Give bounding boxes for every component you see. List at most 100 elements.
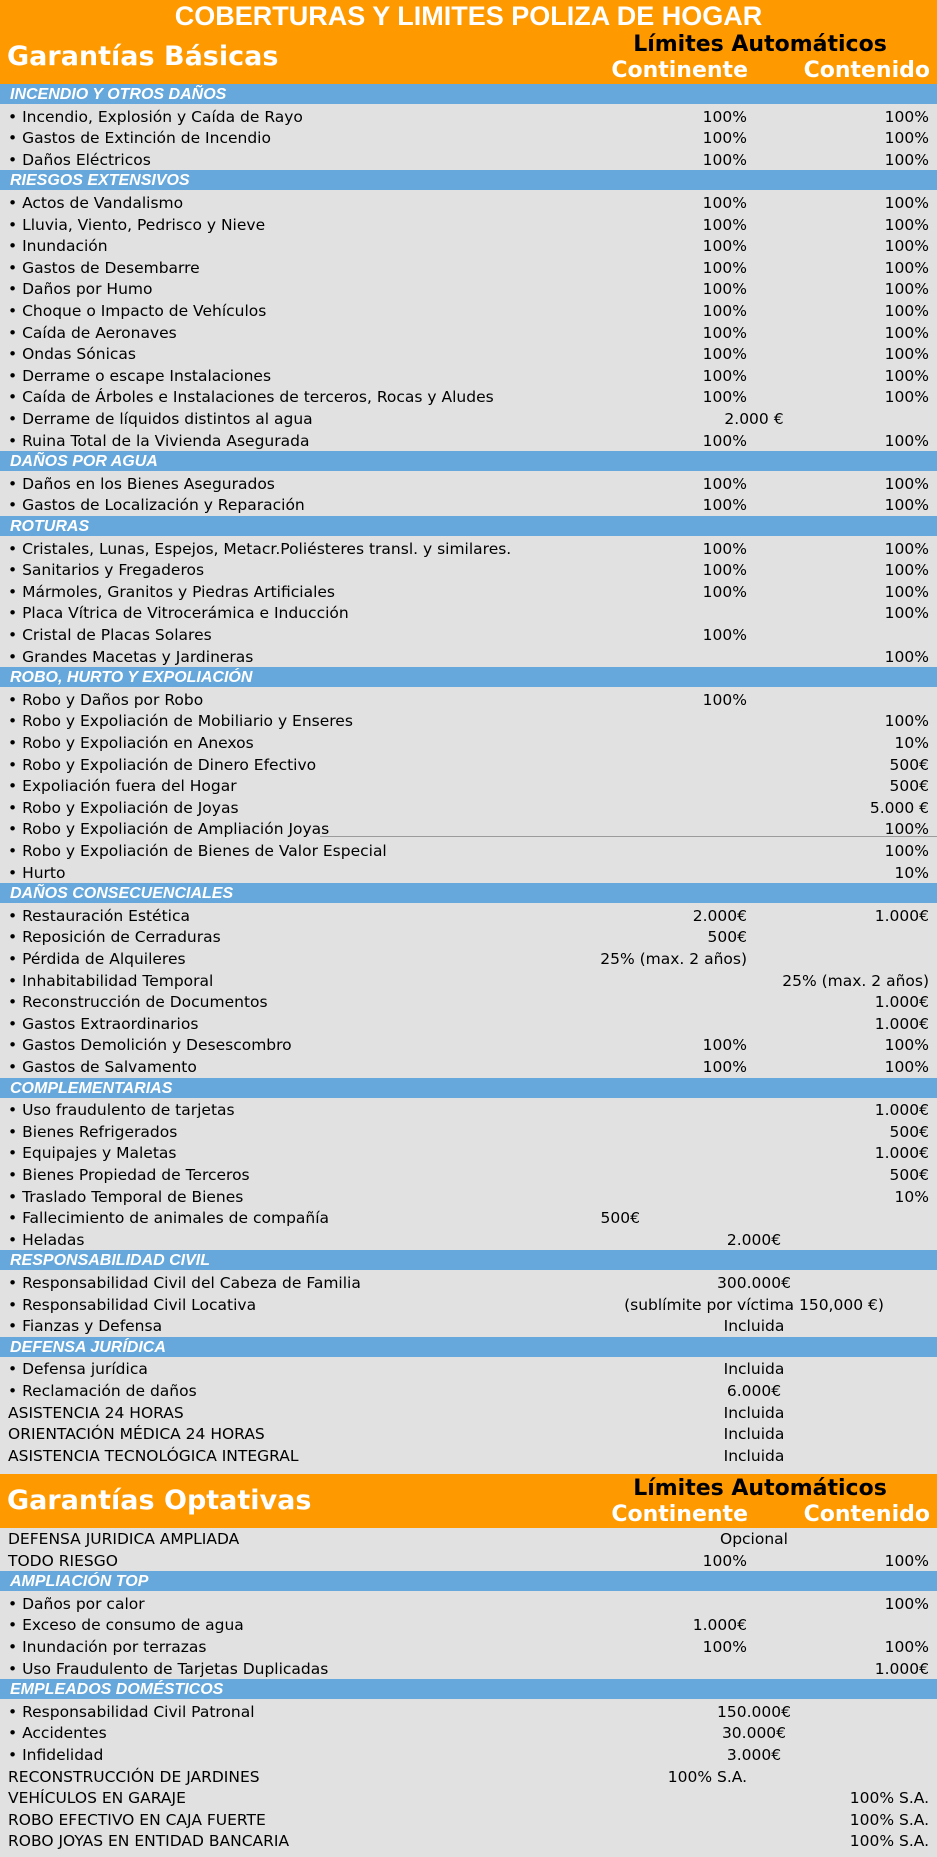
continente-value: 100% <box>702 626 747 644</box>
coverage-row: • Gastos de Localización y Reparación 100… <box>0 494 937 516</box>
coverage-label: • Cristales, Lunas, Espejos, Metacr.Poli… <box>8 539 512 558</box>
coverage-label: • Gastos de Localización y Reparación <box>8 496 305 515</box>
contenido-value: 100% <box>884 496 929 515</box>
section-title: AMPLIACIÓN TOP <box>10 1573 149 1591</box>
basic-guarantees-header-title: Garantías Básicas <box>7 41 279 72</box>
coverage-row: • Equipajes y Maletas 1.000€ <box>0 1142 937 1164</box>
coverage-row: • Daños por Humo 100% 100% <box>0 278 937 300</box>
coverage-row: • Ruina Total de la Vivienda Asegurada 10… <box>0 430 937 452</box>
coverage-row: • Gastos Extraordinarios 1.000€ <box>0 1013 937 1035</box>
coverage-row: • Robo y Daños por Robo 100% <box>0 689 937 711</box>
coverage-label: • Robo y Expoliación en Anexos <box>8 734 254 752</box>
contenido-value: 100% <box>884 561 929 580</box>
contenido-value: 100% <box>884 258 929 277</box>
coverage-label: • Inhabitabilidad Temporal <box>8 971 214 990</box>
continente-value: 100% <box>702 1551 747 1570</box>
coverage-row: • Actos de Vandalismo 100% 100% <box>0 192 937 214</box>
coverage-row: • Robo y Expoliación de Ampliación Joyas… <box>0 818 937 840</box>
basic-guarantees-header-limits-label: Límites Automáticos <box>633 32 887 57</box>
continente-value: 100% <box>702 129 747 148</box>
coverage-label: • Responsabilidad Civil del Cabeza de Fa… <box>8 1274 361 1292</box>
coverage-label: • Daños por Humo <box>8 280 153 299</box>
coverage-label: • Heladas <box>8 1230 85 1249</box>
coverage-label: • Responsabilidad Civil Patronal <box>8 1702 255 1721</box>
coverage-row: • Heladas 2.000€ <box>0 1229 937 1251</box>
section-header: ROTURAS <box>0 516 937 536</box>
continente-value: 100% <box>702 431 747 450</box>
coverage-row: • Gastos de Extinción de Incendio 100% 100… <box>0 127 937 149</box>
contenido-value: 100% <box>884 388 929 407</box>
coverage-row: • Reconstrucción de Documentos 1.000€ <box>0 991 937 1013</box>
shared-limit-value: Incluida <box>723 1446 785 1465</box>
shared-limit-value: Opcional <box>720 1530 788 1548</box>
contenido-value: 100% <box>884 237 929 256</box>
coverage-label: • Responsabilidad Civil Locativa <box>8 1295 257 1314</box>
coverage-label: • Robo y Expoliación de Bienes de Valor … <box>8 842 387 860</box>
coverage-label: • Daños por calor <box>8 1594 145 1613</box>
contenido-value: 1.000€ <box>874 1659 929 1678</box>
continente-value: 100% <box>702 237 747 256</box>
shared-limit-value: Incluida <box>723 1403 785 1422</box>
shared-limit-value: Incluida <box>723 1317 785 1336</box>
coverage-row: • Cristal de Placas Solares 100% <box>0 624 937 646</box>
continente-value: 100% <box>702 1638 747 1656</box>
coverage-row: • Infidelidad 3.000€ <box>0 1744 937 1766</box>
coverage-row: • Inundación por terrazas 100% 100% <box>0 1636 937 1658</box>
section-title: ROTURAS <box>10 518 90 535</box>
continente-value: 100% <box>702 1058 747 1076</box>
section-title: RESPONSABILIDAD CIVIL <box>10 1252 211 1270</box>
coverage-row: • Robo y Expoliación en Anexos 10% <box>0 732 937 754</box>
coverage-row: • Caída de Árboles e Instalaciones de te… <box>0 386 937 408</box>
coverage-row: • Exceso de consumo de agua 1.000€ <box>0 1614 937 1636</box>
coverage-label: • Caída de Árboles e Instalaciones de te… <box>8 388 494 407</box>
coverage-row: • Derrame de líquidos distintos al agua 2… <box>0 408 937 430</box>
contenido-value: 100% <box>884 129 929 148</box>
coverage-row: • Bienes Refrigerados 500€ <box>0 1121 937 1143</box>
contenido-value: 100% <box>884 604 929 623</box>
coverage-row: • Gastos de Salvamento 100% 100% <box>0 1056 937 1078</box>
coverage-label: • Daños Eléctricos <box>8 150 151 169</box>
coverage-row: • Daños por calor 100% <box>0 1593 937 1615</box>
section-title: COMPLEMENTARIAS <box>10 1079 173 1097</box>
coverage-row: ASISTENCIA 24 HORAS Incluida <box>0 1402 937 1424</box>
section-header: COMPLEMENTARIAS <box>0 1077 937 1098</box>
coverage-row: • Bienes Propiedad de Terceros 500€ <box>0 1164 937 1186</box>
continente-value: 100% <box>702 474 747 493</box>
coverage-row: • Mármoles, Granitos y Piedras Artificia… <box>0 581 937 603</box>
coverage-row: • Gastos Demolición y Desescombro 100% 100… <box>0 1034 937 1056</box>
coverage-row: • Reclamación de daños 6.000€ <box>0 1380 937 1402</box>
coverage-row: • Accidentes 30.000€ <box>0 1722 937 1744</box>
section-header: EMPLEADOS DOMÉSTICOS <box>0 1679 937 1700</box>
coverage-row: • Hurto 10% <box>0 862 937 884</box>
coverage-label: ASISTENCIA TECNOLÓGICA INTEGRAL <box>8 1446 299 1465</box>
contenido-value: 5.000 € <box>869 798 929 817</box>
coverage-label: • Traslado Temporal de Bienes <box>8 1187 244 1206</box>
coverage-label: • Inundación <box>8 237 108 256</box>
coverage-label: • Defensa jurídica <box>8 1360 148 1379</box>
coverage-row: • Responsabilidad Civil Locativa (sublími… <box>0 1294 937 1316</box>
continente-value: 100% <box>702 1036 747 1055</box>
continente-value: 100% <box>702 539 747 558</box>
coverage-label: ROBO JOYAS EN ENTIDAD BANCARIA <box>8 1832 290 1851</box>
contenido-value: 100% <box>884 366 929 385</box>
basic-guarantees-header-continente-label: Continente <box>611 58 748 83</box>
coverage-row: • Ondas Sónicas 100% 100% <box>0 343 937 365</box>
coverage-label: • Fianzas y Defensa <box>8 1317 163 1336</box>
coverage-row: • Uso fraudulento de tarjetas 1.000€ <box>0 1099 937 1121</box>
contenido-value: 100% <box>884 842 929 860</box>
coverage-row: • Inundación 100% 100% <box>0 235 937 257</box>
optional-guarantees-header-contenido-label: Contenido <box>803 1502 930 1527</box>
continente-value: 100% <box>702 194 747 212</box>
section-title: ROBO, HURTO Y EXPOLIACIÓN <box>10 669 253 687</box>
coverage-row: • Placa Vítrica de Vitrocerámica e Induc… <box>0 602 937 624</box>
continente-value: 100% <box>702 388 747 407</box>
coverage-row: ORIENTACIÓN MÉDICA 24 HORAS Incluida <box>0 1423 937 1445</box>
contenido-value: 1.000€ <box>874 1101 929 1120</box>
coverage-label: • Placa Vítrica de Vitrocerámica e Induc… <box>8 604 349 623</box>
coverage-row: • Fallecimiento de animales de compañía 5… <box>0 1207 937 1229</box>
coverage-row: • Robo y Expoliación de Dinero Efectivo 5… <box>0 754 937 776</box>
contenido-value: 100% <box>884 539 929 558</box>
coverage-row: VEHÍCULOS EN GARAJE 100% S.A. <box>0 1787 937 1809</box>
coverage-label: ASISTENCIA 24 HORAS <box>8 1403 184 1422</box>
contenido-value: 100% <box>884 194 929 212</box>
